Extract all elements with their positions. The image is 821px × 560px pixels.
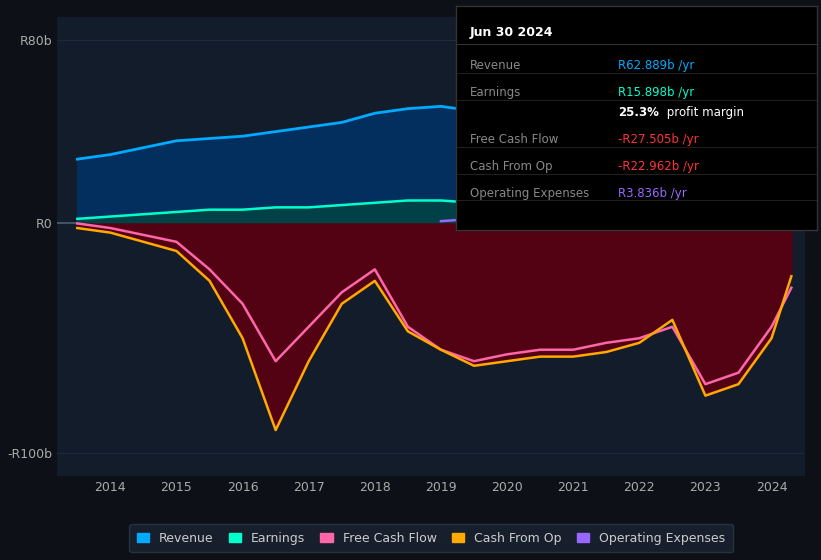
Text: profit margin: profit margin bbox=[663, 106, 745, 119]
Text: -R22.962b /yr: -R22.962b /yr bbox=[618, 160, 699, 173]
Text: Jun 30 2024: Jun 30 2024 bbox=[470, 26, 553, 39]
Text: 25.3%: 25.3% bbox=[618, 106, 659, 119]
Text: Cash From Op: Cash From Op bbox=[470, 160, 553, 173]
Text: R62.889b /yr: R62.889b /yr bbox=[618, 59, 695, 72]
Text: Operating Expenses: Operating Expenses bbox=[470, 187, 589, 200]
Text: Revenue: Revenue bbox=[470, 59, 521, 72]
Text: -R27.505b /yr: -R27.505b /yr bbox=[618, 133, 699, 146]
Text: R3.836b /yr: R3.836b /yr bbox=[618, 187, 687, 200]
Text: Earnings: Earnings bbox=[470, 86, 521, 99]
Legend: Revenue, Earnings, Free Cash Flow, Cash From Op, Operating Expenses: Revenue, Earnings, Free Cash Flow, Cash … bbox=[129, 524, 733, 552]
Text: Free Cash Flow: Free Cash Flow bbox=[470, 133, 558, 146]
Text: R15.898b /yr: R15.898b /yr bbox=[618, 86, 695, 99]
